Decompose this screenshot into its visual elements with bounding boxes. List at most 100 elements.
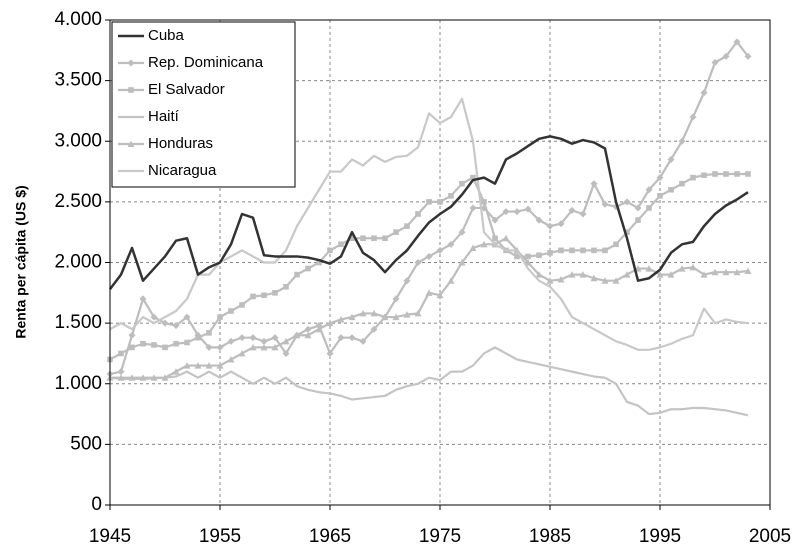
marker	[238, 334, 246, 342]
marker	[722, 52, 730, 60]
legend-box	[111, 21, 296, 188]
marker	[744, 52, 752, 60]
marker	[579, 210, 587, 218]
marker	[316, 259, 322, 266]
marker	[426, 199, 432, 205]
marker	[261, 292, 267, 299]
marker	[228, 308, 234, 314]
marker	[525, 253, 531, 260]
marker	[459, 180, 465, 187]
marker	[216, 343, 224, 351]
marker	[326, 319, 334, 327]
marker	[338, 241, 344, 248]
marker	[547, 250, 553, 256]
marker	[458, 259, 466, 266]
marker	[118, 350, 124, 357]
marker	[128, 331, 136, 339]
marker	[172, 368, 180, 375]
series-line	[109, 97, 749, 351]
marker	[415, 211, 421, 217]
marker	[733, 38, 741, 46]
marker	[404, 223, 410, 229]
marker	[371, 235, 377, 242]
marker	[293, 331, 301, 339]
plot-lines	[106, 38, 752, 417]
marker	[327, 247, 333, 254]
y-tick-label: 0	[91, 494, 102, 515]
marker	[657, 193, 663, 199]
marker	[337, 315, 345, 323]
marker	[127, 140, 135, 147]
marker	[161, 319, 169, 327]
marker	[668, 186, 674, 193]
marker	[370, 325, 378, 333]
marker	[469, 204, 477, 212]
marker	[249, 343, 257, 351]
x-tick-label: 2005	[749, 526, 791, 547]
marker	[173, 340, 179, 347]
marker	[480, 240, 488, 248]
marker	[514, 253, 520, 260]
marker	[700, 271, 708, 278]
marker	[601, 277, 609, 284]
marker	[568, 206, 576, 214]
marker	[381, 313, 389, 321]
series-line	[109, 135, 749, 290]
marker	[348, 334, 356, 342]
marker	[546, 277, 554, 284]
marker	[722, 268, 730, 276]
marker	[127, 59, 135, 67]
marker	[602, 247, 608, 254]
marker	[195, 334, 201, 341]
marker	[590, 274, 598, 282]
marker	[139, 374, 147, 381]
marker	[393, 229, 399, 235]
marker	[239, 302, 245, 308]
marker	[723, 171, 729, 177]
marker	[700, 89, 708, 97]
marker	[194, 362, 202, 369]
marker	[558, 247, 564, 254]
x-tick-label: 1995	[639, 526, 681, 547]
marker	[403, 311, 411, 318]
ticks: 0 500 1.000 1.500 2.000 2.500 3.000 3.500 4.000 1…	[54, 9, 791, 547]
marker	[656, 174, 664, 182]
marker	[623, 198, 631, 206]
marker	[359, 309, 367, 317]
marker	[315, 325, 323, 333]
marker	[656, 271, 664, 278]
marker	[117, 374, 125, 381]
y-tick-label: 1.000	[54, 373, 102, 394]
legend-label: Haití	[148, 108, 180, 125]
marker	[492, 235, 498, 242]
marker	[481, 199, 487, 205]
marker	[491, 216, 499, 224]
marker	[579, 271, 587, 278]
marker	[162, 344, 168, 351]
series-line	[109, 346, 749, 417]
y-tick-label: 2.500	[54, 191, 102, 212]
y-tick-label: 4.000	[54, 9, 102, 30]
marker	[392, 295, 400, 303]
marker	[183, 362, 191, 369]
marker	[678, 137, 686, 145]
marker	[151, 342, 157, 348]
marker	[271, 343, 279, 351]
marker	[205, 362, 213, 369]
marker	[744, 267, 752, 274]
marker	[689, 263, 697, 271]
marker	[745, 171, 751, 177]
marker	[447, 277, 455, 284]
marker	[711, 58, 719, 66]
marker	[646, 205, 652, 211]
legend-label: Cuba	[148, 27, 185, 44]
legend-label: Rep. Dominicana	[148, 54, 264, 71]
marker	[635, 217, 641, 223]
y-tick-label: 500	[70, 433, 102, 454]
marker	[502, 234, 510, 242]
marker	[359, 337, 367, 345]
marker	[733, 268, 741, 276]
y-tick-label: 3.000	[54, 130, 102, 151]
y-tick-label: 1.500	[54, 312, 102, 333]
